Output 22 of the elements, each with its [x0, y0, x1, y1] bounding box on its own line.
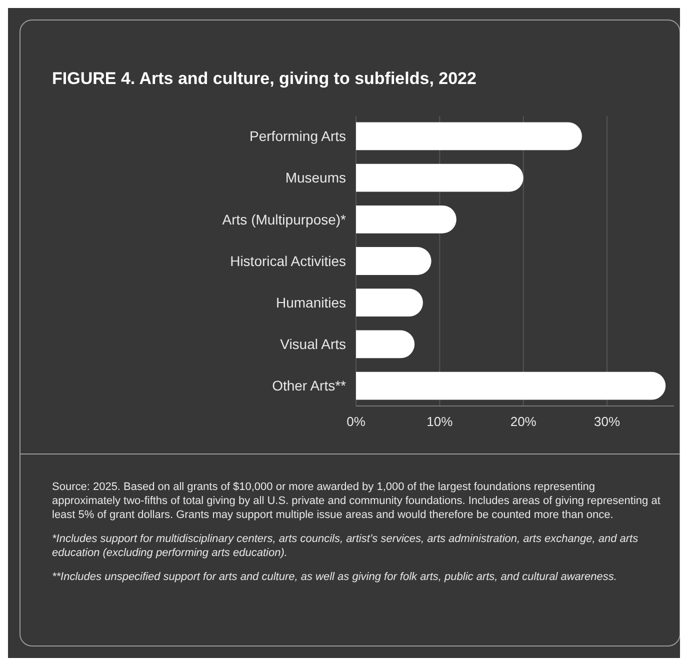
x-tick-label: 30%: [594, 414, 620, 429]
bar: [356, 122, 582, 150]
y-tick-label: Arts (Multipurpose)*: [222, 211, 347, 228]
y-tick-label: Visual Arts: [280, 336, 346, 352]
y-tick-label: Museums: [285, 170, 346, 186]
bar: [356, 330, 415, 358]
bar: [356, 288, 423, 317]
y-tick-label: Humanities: [276, 294, 346, 311]
bar: [356, 164, 524, 192]
y-tick-label: Other Arts**: [272, 378, 347, 394]
chart-title: FIGURE 4. Arts and culture, giving to subfields, 2022: [52, 69, 476, 88]
text: **Includes unspecified support for arts and culture, as well as giving for folk arts, public arts, and cultural awareness.: [52, 571, 617, 583]
x-tick-label: 0%: [346, 414, 366, 429]
x-tick-label: 10%: [426, 414, 454, 429]
source-note: Source: 2025. Based on all grants of $10,000 or more awarded by 1,000 of the largest foundations representing approximately two-fifths of total giving by all U.S. private and community foundations. Includes areas of giving representing at least 5% of grant dollars. Grants may support multiple issue areas and would therefore be counted more than once.: [52, 481, 660, 521]
bar: [356, 205, 456, 234]
x-tick-label: 20%: [510, 414, 537, 429]
y-tick-label: Historical Activities: [230, 252, 346, 269]
bar: [356, 372, 666, 400]
bar: [356, 247, 432, 275]
y-tick-label: Performing Arts: [250, 128, 346, 144]
text: *Includes support for multidisciplinary centers, arts councils, artist’s services, arts administration, arts exchange, and arts education (excluding performing arts education).: [52, 533, 639, 559]
